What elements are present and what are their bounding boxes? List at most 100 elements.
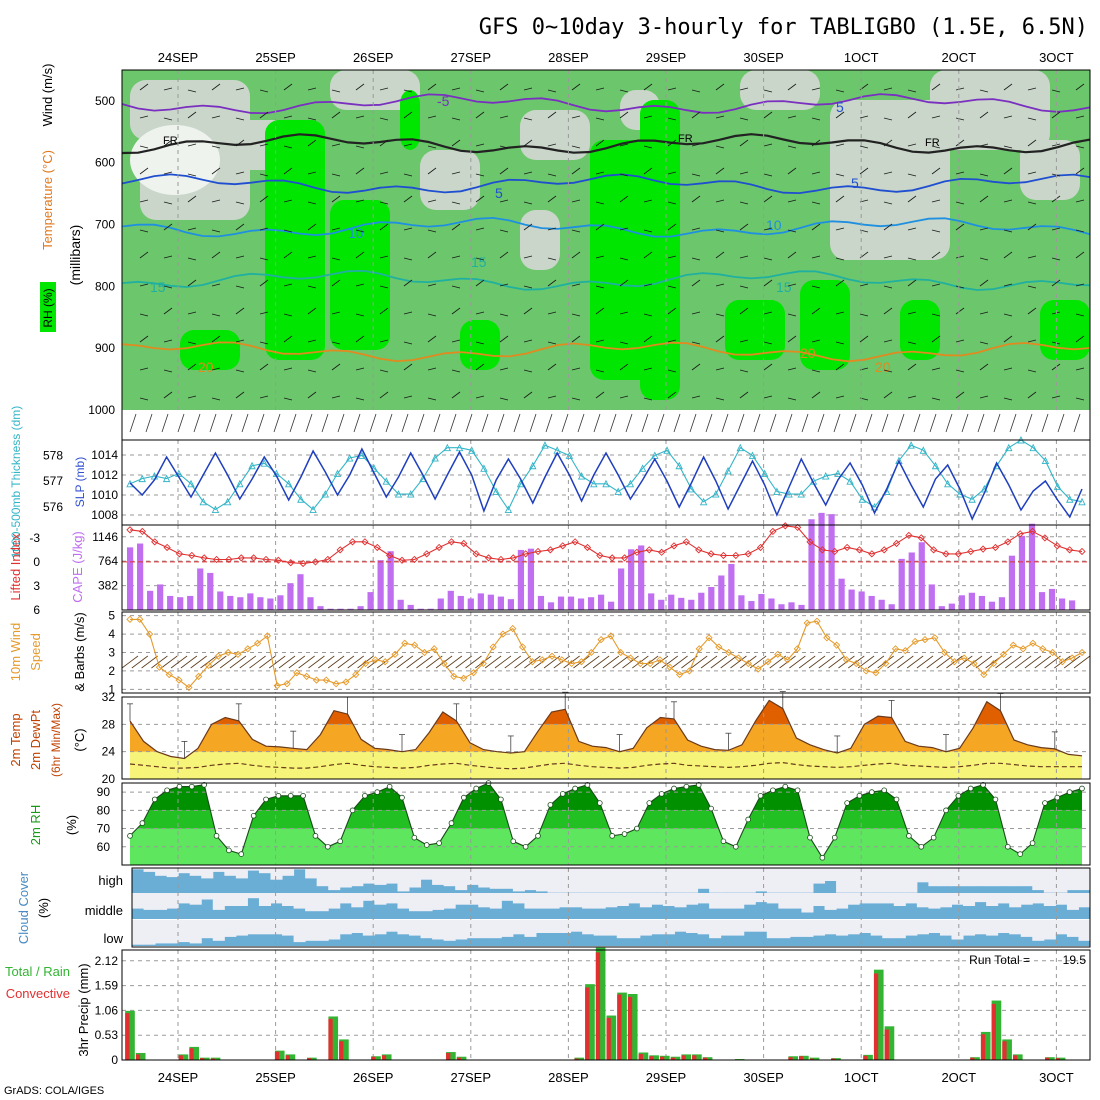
- cape-bar: [778, 604, 785, 610]
- cape-bar: [618, 568, 625, 610]
- cloud-clear-cell: [709, 920, 722, 939]
- wind-barb: [811, 369, 821, 373]
- precip-convective-bar: [585, 987, 590, 1060]
- wind-barb: [307, 117, 317, 121]
- cloud-clear-cell: [501, 920, 514, 937]
- cloud-clear-cell: [189, 893, 202, 905]
- wind-barb: [307, 139, 317, 147]
- lifted-index-marker: [1078, 547, 1086, 556]
- wind-barb: [667, 223, 677, 231]
- wind-speed-marker: [872, 669, 880, 677]
- lifted-index-tick: 3: [33, 579, 40, 593]
- date-label-top: 28SEP: [548, 50, 588, 65]
- wind-barb: [235, 339, 245, 343]
- wind-barb: [979, 395, 989, 399]
- precip-convective-bar: [670, 1057, 675, 1060]
- wind-speed-marker: [361, 659, 370, 668]
- thickness-marker: [248, 461, 256, 470]
- cloud-clear-cell: [628, 868, 641, 893]
- wind-barb: [235, 307, 245, 315]
- wind-barb: [1051, 395, 1061, 399]
- wind-barb: [787, 367, 797, 371]
- wind-barb: [763, 111, 773, 119]
- surface-wind-barb: [481, 413, 489, 433]
- cape-bar: [427, 608, 434, 610]
- wind-barb: [331, 341, 341, 345]
- cloud-clear-cell: [443, 920, 456, 941]
- wind-barb: [691, 195, 701, 203]
- cloud-clear-cell: [224, 868, 237, 876]
- wind-barb: [1027, 139, 1037, 147]
- wind-barb: [595, 117, 605, 121]
- cloud-clear-cell: [905, 868, 918, 893]
- wind-barb: [1027, 391, 1037, 399]
- cape-bar: [918, 542, 925, 610]
- wind-barb: [811, 307, 821, 315]
- wind-barb: [691, 227, 701, 231]
- precip-convective-bar: [606, 1017, 611, 1060]
- date-label-bottom: 28SEP: [548, 1070, 588, 1085]
- cloud-clear-cell: [801, 893, 814, 913]
- wind-barb: [451, 139, 461, 147]
- cloud-clear-cell: [997, 920, 1010, 933]
- cloud-clear-cell: [1066, 920, 1079, 937]
- wind-barb: [1051, 279, 1061, 287]
- cloud-clear-cell: [143, 920, 156, 945]
- cloud-clear-cell: [224, 920, 237, 937]
- cloud-clear-cell: [582, 920, 595, 935]
- wind-barb: [691, 341, 701, 345]
- run-total-label: Run Total =: [969, 953, 1030, 967]
- cloud-clear-cell: [928, 868, 941, 887]
- wind-barb: [499, 251, 509, 259]
- cape-bar: [1018, 535, 1026, 610]
- cloud-clear-cell: [662, 893, 675, 906]
- cloud-clear-cell: [616, 893, 629, 906]
- thickness-marker: [1066, 495, 1074, 503]
- thickness-marker: [541, 441, 549, 449]
- wind-barb: [211, 283, 221, 287]
- cloud-clear-cell: [928, 920, 941, 933]
- wind-barb: [835, 173, 845, 177]
- wind-barb-10m: [445, 655, 463, 669]
- rh-marker: [609, 833, 615, 839]
- wind-barb-10m: [219, 655, 237, 669]
- wind-barb: [787, 167, 797, 175]
- wind-barb: [547, 173, 557, 177]
- precip-total-bar: [585, 984, 595, 1060]
- cloud-clear-cell: [963, 868, 976, 887]
- cloud-clear-cell: [328, 893, 341, 909]
- precip-convective-bar: [307, 1058, 312, 1060]
- wind-barb: [667, 307, 677, 315]
- wind-barb: [1003, 367, 1013, 371]
- precip-convective-bar: [446, 1052, 451, 1060]
- thickness-marker: [162, 474, 171, 483]
- lifted-index-marker: [212, 555, 221, 564]
- cape-bar: [718, 575, 725, 610]
- wind-barb: [691, 257, 701, 261]
- cloud-clear-cell: [293, 868, 306, 870]
- wind-barb: [235, 223, 245, 231]
- wind-barb: [547, 341, 557, 345]
- wind-barb: [619, 89, 629, 93]
- cloud-clear-cell: [397, 868, 410, 892]
- surface-wind-barb: [737, 413, 745, 433]
- precip-convective-bar: [328, 1018, 333, 1060]
- wind-barb: [1003, 335, 1013, 343]
- lifted-index-marker: [892, 539, 901, 548]
- wind-barb: [787, 199, 797, 203]
- cloud-level-label: middle: [85, 903, 123, 918]
- wind-speed-marker: [509, 624, 517, 633]
- thickness-marker: [907, 441, 915, 449]
- surface-wind-barb: [753, 413, 761, 433]
- wind-barb: [907, 195, 917, 203]
- wind-barb: [139, 229, 149, 233]
- lifted-index-marker: [534, 547, 542, 556]
- wind-barb: [163, 307, 173, 315]
- wind-barb-10m: [288, 655, 306, 669]
- wind-barb: [403, 143, 413, 147]
- lifted-index-marker: [905, 531, 913, 540]
- cloud-clear-cell: [351, 868, 364, 887]
- cloud-clear-cell: [432, 868, 445, 885]
- cloud-clear-cell: [986, 868, 999, 887]
- wind-barb: [475, 363, 485, 371]
